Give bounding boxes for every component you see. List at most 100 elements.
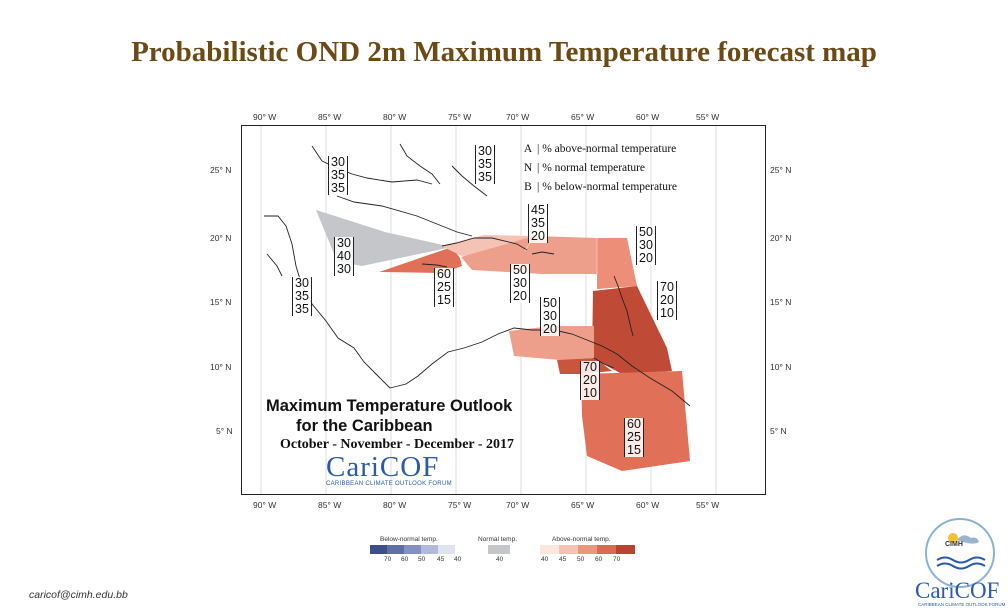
scale-value: 60 — [401, 556, 409, 563]
lon-tick-bottom: 75° W — [448, 500, 472, 510]
prob-normal: 35 — [531, 216, 545, 230]
lat-tick-left: 5° N — [216, 426, 233, 436]
scale-swatch-above-70 — [616, 545, 635, 554]
prob-below: 20 — [543, 322, 557, 336]
region-jamaica — [379, 247, 462, 273]
prob-normal: 35 — [331, 168, 345, 182]
prob-below: 10 — [660, 306, 674, 320]
prob-above: 60 — [437, 267, 451, 281]
lon-tick-bottom: 80° W — [383, 500, 407, 510]
caricof-logo: CariCOF — [326, 451, 440, 483]
prob-normal: 35 — [478, 157, 492, 171]
scale-value: 50 — [577, 556, 585, 563]
prob-box-bahamas-west: 30 35 35 — [328, 156, 348, 195]
prob-box-bahamas-east: 30 35 35 — [475, 145, 495, 184]
prob-below: 20 — [513, 289, 527, 303]
scale-swatch-above-40 — [540, 545, 559, 554]
legend-key: B — [524, 181, 532, 193]
scale-value: 45 — [559, 556, 567, 563]
cimh-label: CIMH — [945, 541, 963, 548]
prob-below: 15 — [437, 293, 451, 307]
prob-normal: 30 — [639, 238, 653, 252]
scale-swatch-below-50 — [404, 545, 421, 554]
prob-box-abc-islands: 50 30 20 — [540, 297, 560, 336]
page-title: Probabilistic OND 2m Maximum Temperature… — [131, 36, 877, 68]
prob-below: 35 — [331, 181, 345, 195]
prob-above: 30 — [295, 276, 309, 290]
prob-normal: 40 — [337, 249, 351, 263]
prob-box-belize: 30 35 35 — [292, 277, 312, 316]
prob-normal: 20 — [583, 373, 597, 387]
legend-text: % above-normal temperature — [542, 143, 677, 155]
scale-swatch-below-40 — [438, 545, 455, 554]
scale-value: 70 — [613, 556, 621, 563]
region-antilles-north — [461, 236, 597, 274]
caricof-footer-logo-subtitle: CARIBBEAN CLIMATE OUTLOOK FORUM — [918, 602, 1006, 607]
lon-tick-bottom: 60° W — [636, 500, 660, 510]
prob-above: 50 — [513, 263, 527, 277]
legend-text: % normal temperature — [542, 162, 646, 174]
lon-tick-bottom: 90° W — [253, 500, 277, 510]
scale-value: 60 — [595, 556, 603, 563]
lat-tick-right: 5° N — [770, 426, 787, 436]
prob-below: 15 — [627, 443, 641, 457]
scale-value: 40 — [496, 556, 504, 563]
contact-email[interactable]: caricof@cimh.edu.bb — [29, 589, 128, 601]
prob-below: 10 — [583, 386, 597, 400]
coastlines — [264, 143, 691, 407]
scale-swatch-above-60 — [597, 545, 616, 554]
scale-swatch-below-60 — [387, 545, 404, 554]
lon-tick-top: 85° W — [318, 112, 342, 122]
prob-above: 30 — [478, 144, 492, 158]
prob-below: 20 — [531, 229, 545, 243]
prob-normal: 35 — [295, 289, 309, 303]
prob-above: 50 — [639, 225, 653, 239]
outlook-line-1: Maximum Temperature Outlook — [266, 397, 513, 415]
prob-above: 60 — [627, 417, 641, 431]
legend-below: B | % below-normal temperature — [519, 181, 677, 193]
outlook-line-2: for the Caribbean — [296, 417, 433, 435]
lat-tick-left: 20° N — [210, 233, 232, 243]
prob-box-trinidad: 70 20 10 — [580, 361, 600, 400]
lat-tick-right: 10° N — [770, 362, 792, 372]
lon-tick-top: 60° W — [636, 112, 660, 122]
scale-below-label: Below-normal temp. — [380, 536, 438, 543]
scale-swatch-below-70 — [370, 545, 387, 554]
legend-above: A | % above-normal temperature — [519, 143, 676, 155]
scale-value: 40 — [541, 556, 549, 563]
lon-tick-bottom: 55° W — [696, 500, 720, 510]
scale-swatch-normal — [488, 545, 510, 554]
region-lesser-antilles — [592, 286, 672, 374]
lat-tick-left: 25° N — [210, 165, 232, 175]
lon-tick-top: 55° W — [696, 112, 720, 122]
prob-box-guianas: 60 25 15 — [624, 418, 644, 457]
prob-below: 35 — [478, 170, 492, 184]
cimh-sun-icon — [936, 533, 986, 570]
lat-tick-left: 10° N — [210, 362, 232, 372]
lat-tick-right: 20° N — [770, 233, 792, 243]
scale-value: 50 — [418, 556, 426, 563]
prob-normal: 25 — [437, 280, 451, 294]
lat-tick-right: 15° N — [770, 297, 792, 307]
prob-above: 70 — [583, 360, 597, 374]
prob-above: 30 — [331, 155, 345, 169]
legend-key: N — [523, 162, 533, 174]
prob-box-hispaniola-south: 50 30 20 — [510, 264, 530, 303]
prob-normal: 30 — [543, 309, 557, 323]
lon-tick-bottom: 70° W — [506, 500, 530, 510]
prob-below: 35 — [295, 302, 309, 316]
region-northern-leewards — [597, 238, 637, 289]
prob-box-lesser-antilles: 70 20 10 — [657, 281, 677, 320]
prob-box-jamaica: 60 25 15 — [434, 268, 454, 307]
caricof-footer-logo: CariCOF — [915, 578, 1000, 603]
scale-swatch-below-45 — [421, 545, 438, 554]
prob-normal: 20 — [660, 293, 674, 307]
lat-tick-left: 15° N — [210, 297, 232, 307]
caricof-logo-subtitle: CARIBBEAN CLIMATE OUTLOOK FORUM — [326, 481, 452, 487]
legend-normal: N | % normal temperature — [519, 162, 645, 174]
outlook-heading: Maximum Temperature Outlook for the Cari… — [266, 396, 512, 436]
lon-tick-top: 65° W — [571, 112, 595, 122]
prob-above: 70 — [660, 280, 674, 294]
scale-normal-label: Normal temp. — [478, 536, 518, 543]
prob-below: 20 — [639, 251, 653, 265]
